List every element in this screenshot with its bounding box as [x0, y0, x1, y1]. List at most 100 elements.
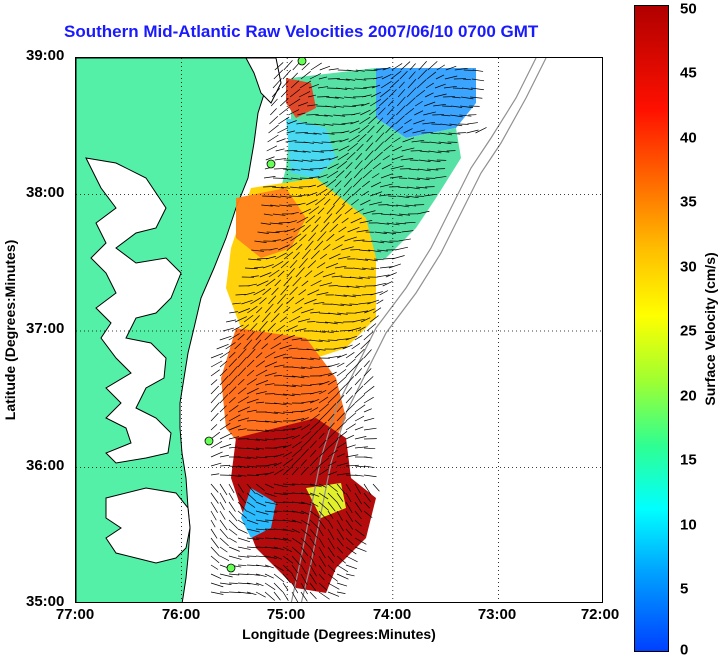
velocity-vector — [345, 519, 354, 530]
velocity-vector — [273, 528, 287, 531]
velocity-vector — [273, 393, 287, 396]
velocity-patch-south-yellow — [306, 483, 346, 518]
velocity-vector — [370, 181, 382, 188]
velocity-vector — [407, 177, 420, 181]
velocity-vector — [246, 359, 255, 368]
velocity-vector — [325, 321, 338, 325]
velocity-vector — [309, 564, 317, 577]
velocity-vector — [348, 134, 360, 143]
velocity-vector — [327, 519, 334, 529]
velocity-vector — [300, 357, 314, 361]
velocity-vector — [311, 150, 324, 153]
velocity-vector — [388, 263, 401, 269]
velocity-vector — [266, 145, 278, 152]
velocity-vector — [309, 399, 320, 404]
velocity-vector — [228, 414, 241, 422]
velocity-vector — [336, 564, 349, 573]
chesapeake-bay — [85, 157, 182, 464]
velocity-vector — [264, 555, 277, 559]
velocity-vector — [300, 438, 311, 449]
velocity-vector — [298, 318, 311, 323]
velocity-vector — [264, 591, 276, 601]
velocity-vector — [345, 501, 353, 513]
velocity-vector — [365, 258, 378, 262]
velocity-vector — [291, 456, 302, 467]
velocity-vector — [392, 255, 405, 260]
velocity-vector — [454, 67, 468, 71]
velocity-vector — [216, 343, 229, 350]
velocity-vector — [264, 471, 275, 476]
velocity-vector — [327, 430, 337, 440]
velocity-vector — [301, 159, 313, 162]
velocity-vector — [264, 510, 277, 513]
velocity-vector — [287, 220, 297, 224]
velocity-vector — [289, 88, 301, 98]
velocity-vector — [354, 378, 362, 386]
velocity-vector — [300, 519, 311, 526]
velocity-vector — [434, 93, 447, 98]
velocity-vector — [228, 492, 234, 501]
velocity-vector — [292, 276, 302, 287]
velocity-vector — [365, 142, 374, 152]
velocity-vector — [321, 330, 334, 334]
velocity-vector — [361, 102, 370, 107]
velocity-vector — [254, 240, 267, 243]
colorbar-label: Surface Velocity (cm/s) — [701, 251, 718, 406]
velocity-vector — [309, 440, 317, 449]
velocity-vector — [219, 537, 229, 547]
velocity-vector — [246, 348, 256, 359]
velocity-vector — [300, 408, 312, 413]
colorbar-tick: 15 — [680, 451, 697, 469]
velocity-vector — [219, 335, 232, 341]
velocity-vector — [300, 555, 306, 564]
velocity-vector — [417, 168, 431, 172]
velocity-vector — [297, 348, 310, 351]
velocity-vector — [350, 120, 360, 125]
velocity-vector — [389, 176, 403, 179]
velocity-vector — [334, 265, 347, 269]
velocity-vector — [317, 207, 325, 215]
velocity-vector — [210, 537, 220, 549]
velocity-vector — [237, 456, 251, 459]
velocity-vector — [228, 591, 241, 593]
velocity-vector — [380, 81, 392, 89]
velocity-vector — [300, 448, 309, 458]
velocity-vector — [292, 62, 300, 71]
velocity-vector — [210, 369, 220, 377]
velocity-vector — [317, 86, 329, 89]
velocity-vector — [228, 546, 240, 552]
velocity-vector — [246, 331, 255, 341]
velocity-vector — [360, 339, 371, 350]
velocity-vector — [331, 303, 345, 307]
velocity-vector — [291, 492, 304, 495]
map-panel[interactable] — [75, 57, 603, 603]
velocity-vector — [273, 429, 286, 431]
velocity-vector — [282, 537, 292, 542]
velocity-vector — [306, 199, 318, 206]
velocity-vector — [436, 64, 446, 71]
velocity-vector — [434, 176, 447, 179]
velocity-vector — [219, 414, 228, 422]
velocity-vector — [255, 438, 267, 441]
velocity-vector — [445, 65, 457, 71]
velocity-vector — [237, 367, 247, 377]
velocity-vector — [309, 519, 320, 530]
velocity-vector — [434, 83, 446, 89]
velocity-vector — [374, 231, 387, 234]
velocity-vector — [255, 447, 265, 450]
velocity-vector — [295, 132, 309, 134]
velocity-vector — [449, 123, 463, 127]
velocity-vector — [355, 285, 366, 288]
velocity-vector — [363, 408, 372, 413]
velocity-vector — [352, 294, 362, 297]
velocity-vector — [309, 537, 316, 547]
velocity-vector — [354, 404, 366, 413]
velocity-vector — [255, 330, 265, 341]
velocity-vector — [313, 301, 325, 305]
velocity-vector — [231, 324, 244, 332]
velocity-vector — [340, 276, 352, 278]
velocity-vector — [336, 160, 348, 170]
velocity-vector — [379, 266, 393, 269]
velocity-vector — [304, 298, 317, 305]
velocity-vector — [349, 127, 360, 134]
